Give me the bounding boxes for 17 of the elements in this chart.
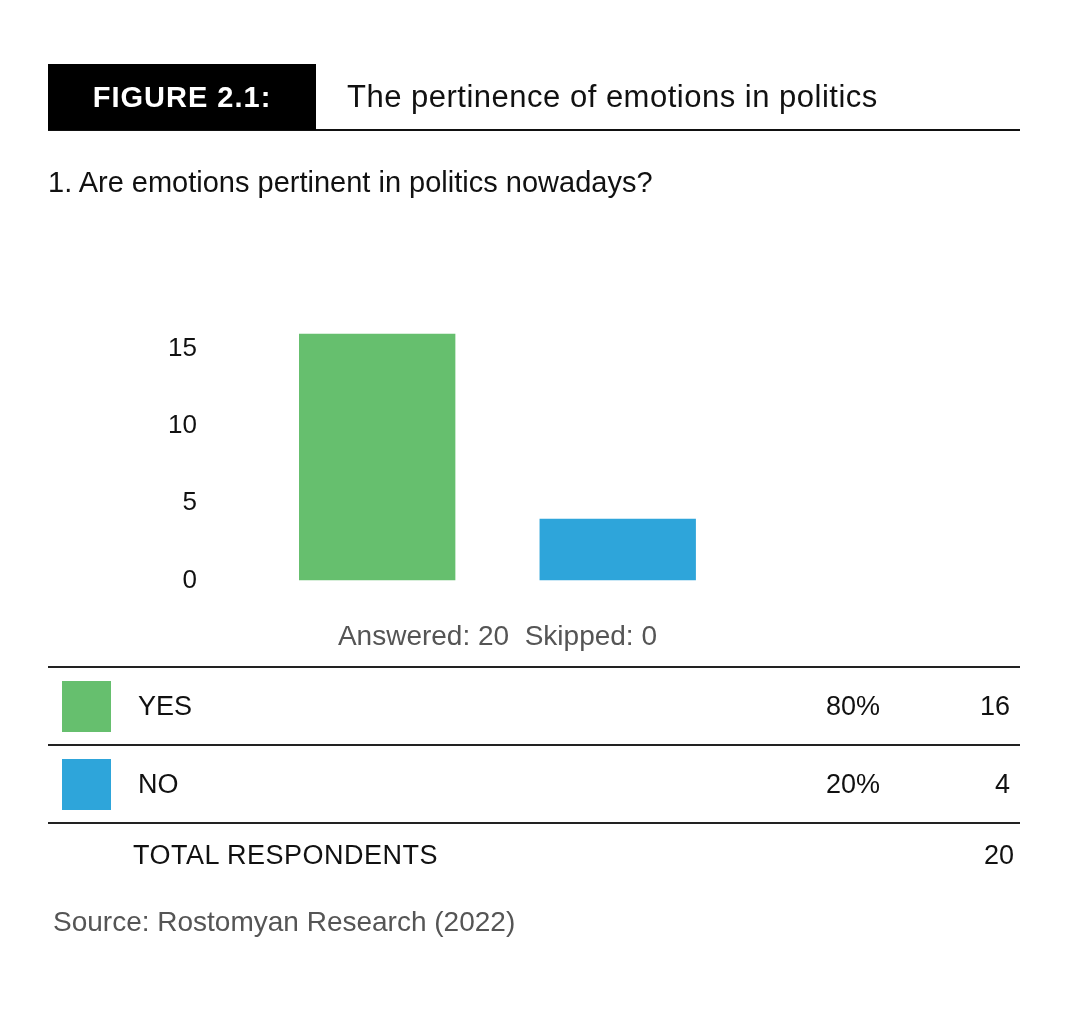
y-tick-label: 15: [168, 332, 197, 363]
y-tick-label: 0: [182, 563, 197, 594]
text: 4: [993, 768, 1011, 800]
text: 20: [983, 839, 1015, 871]
text: NO: [138, 768, 180, 800]
y-tick-label: 5: [182, 486, 197, 517]
chart-subtitle: The pertinence of emotions in politics: [347, 79, 878, 115]
y-tick-label: 10: [168, 409, 197, 440]
text: TOTAL RESPONDENTS: [133, 839, 440, 871]
chart-title: FIGURE 2.1:: [48, 64, 316, 130]
text: YES: [138, 690, 194, 722]
text: 16: [978, 690, 1011, 722]
source-note: Source: Rostomyan Research (2022): [53, 906, 516, 938]
x-axis-title: Answered: 20 Skipped: 0: [337, 619, 658, 651]
text: 80%: [824, 690, 880, 722]
text: 1. Are emotions pertinent in politics nowadays?: [48, 166, 653, 199]
text: 20%: [824, 768, 880, 800]
